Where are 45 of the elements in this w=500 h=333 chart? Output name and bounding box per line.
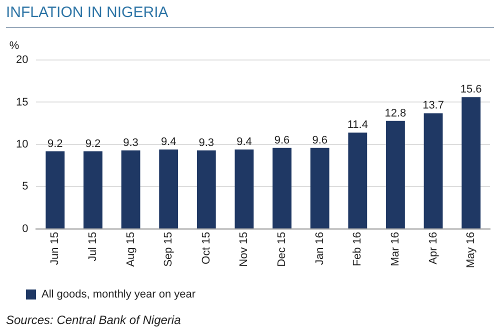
x-tick-label: Jul 15 bbox=[86, 232, 99, 262]
legend-label: All goods, monthly year on year bbox=[42, 288, 196, 301]
bar bbox=[310, 148, 330, 228]
data-label: 11.4 bbox=[347, 119, 368, 132]
x-tick-label: May 16 bbox=[465, 232, 478, 268]
bar bbox=[84, 151, 102, 228]
data-label: 9.4 bbox=[160, 136, 176, 148]
bar bbox=[46, 151, 65, 228]
bar bbox=[196, 150, 216, 228]
x-tick-label: Aug 15 bbox=[124, 232, 137, 267]
x-tick-label: Feb 16 bbox=[352, 232, 364, 266]
data-label: 9.3 bbox=[123, 136, 138, 149]
bar bbox=[272, 148, 292, 228]
bar bbox=[159, 150, 178, 228]
data-label: 9.6 bbox=[274, 134, 290, 146]
bar bbox=[234, 150, 254, 228]
y-tick-label: 20 bbox=[16, 54, 28, 66]
source-note: Sources: Central Bank of Nigeria bbox=[6, 313, 181, 327]
data-label: 12.8 bbox=[384, 107, 406, 120]
bar bbox=[348, 132, 368, 228]
x-tick-label: Sep 15 bbox=[162, 232, 175, 267]
data-label: 9.2 bbox=[47, 138, 63, 150]
x-tick-label: Apr 16 bbox=[427, 232, 440, 264]
bar bbox=[386, 120, 405, 228]
x-tick-label: Nov 15 bbox=[238, 232, 250, 267]
bar bbox=[424, 113, 443, 228]
chart-title: INFLATION IN NIGERIA bbox=[6, 4, 168, 21]
x-tick-label: Jan 16 bbox=[314, 232, 326, 265]
x-tick-label: Jun 15 bbox=[49, 232, 62, 265]
bar bbox=[121, 150, 140, 228]
data-label: 13.7 bbox=[422, 100, 444, 112]
bar bbox=[462, 97, 481, 228]
x-tick-label: Mar 16 bbox=[389, 232, 402, 266]
data-label: 9.4 bbox=[236, 136, 252, 148]
data-label: 9.3 bbox=[198, 136, 214, 149]
y-axis-title: % bbox=[9, 40, 20, 52]
x-tick-label: Dec 15 bbox=[276, 232, 288, 267]
x-tick-label: Oct 15 bbox=[200, 232, 212, 264]
data-label: 9.6 bbox=[312, 134, 328, 146]
y-tick-label: 0 bbox=[22, 222, 28, 235]
y-tick-label: 5 bbox=[22, 180, 28, 193]
y-tick-label: 10 bbox=[16, 138, 28, 150]
data-label: 15.6 bbox=[460, 84, 482, 96]
data-label: 9.2 bbox=[85, 138, 101, 150]
y-tick-label: 15 bbox=[16, 96, 28, 108]
